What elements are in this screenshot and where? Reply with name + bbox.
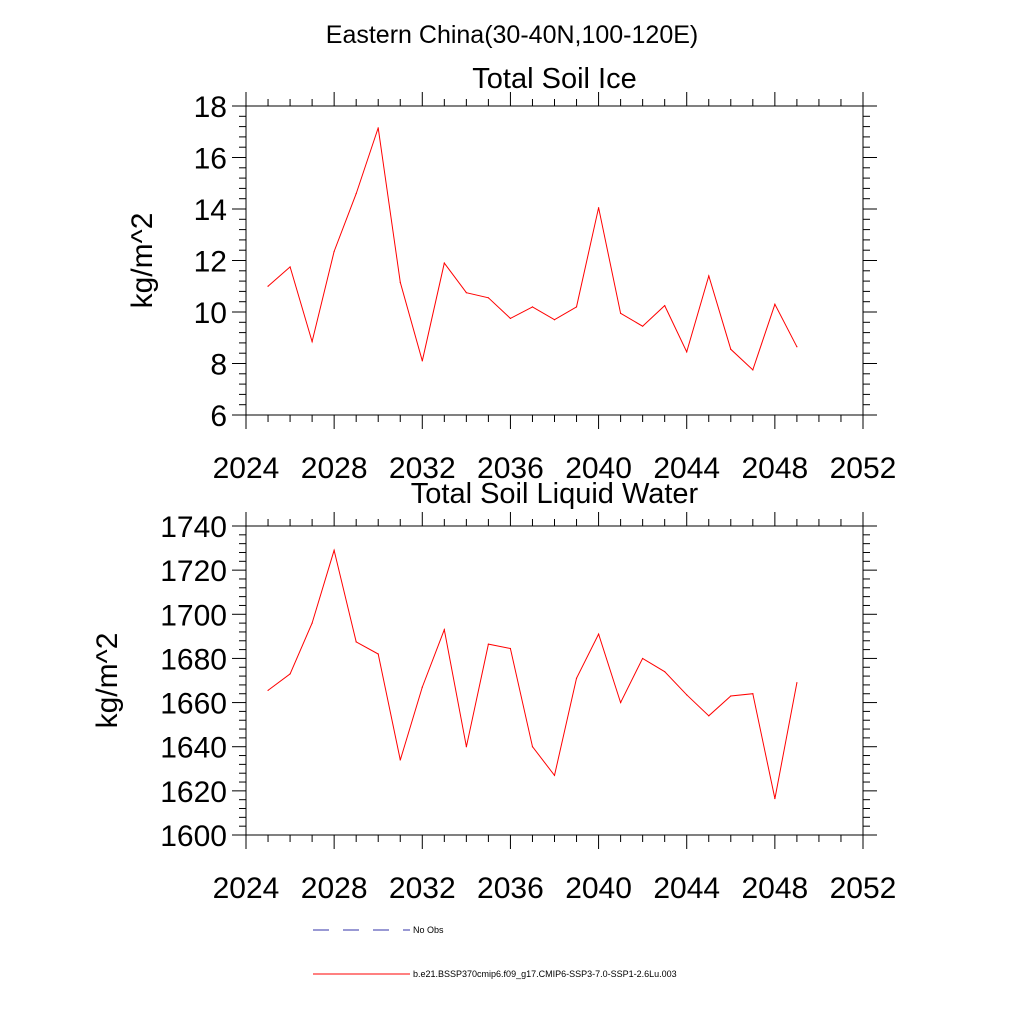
data-point: [752, 693, 754, 695]
x-tick-label: 2036: [477, 872, 544, 905]
y-tick-label: 18: [194, 91, 227, 124]
y-tick-label: 16: [194, 143, 227, 176]
data-point: [289, 266, 291, 268]
data-point: [531, 306, 534, 308]
x-tick-label: 2036: [477, 452, 544, 485]
data-point: [730, 348, 732, 350]
y-tick-label: 1740: [160, 511, 227, 544]
legend-series-label: b.e21.BSSP370cmip6.f09_g17.CMIP6-SSP3-7.…: [413, 969, 677, 979]
y-tick-label: 12: [194, 246, 227, 279]
panel-total-soil-ice: Total Soil Ice 2024 2028 2032 2036 2040 2044 20…: [126, 63, 896, 485]
chart-title: Total Soil Liquid Water: [411, 478, 699, 510]
data-point: [509, 317, 512, 320]
data-point: [465, 746, 467, 748]
x-tick-label: 2048: [741, 452, 808, 485]
y-tick-label: 6: [210, 400, 227, 433]
data-point: [553, 774, 556, 777]
data-point: [487, 643, 489, 645]
y-axis-label: kg/m^2: [91, 633, 124, 729]
data-point: [752, 369, 754, 371]
data-point: [774, 303, 776, 305]
series-line: [267, 548, 798, 799]
data-point: [664, 304, 666, 307]
data-point: [333, 549, 335, 551]
chart-title: Total Soil Ice: [472, 63, 636, 95]
y-tick-label: 1600: [160, 820, 227, 853]
data-point: [597, 207, 600, 209]
legend-no-obs-label: No Obs: [413, 925, 444, 935]
x-tick-label: 2040: [565, 872, 632, 905]
y-tick-label: 10: [194, 297, 227, 330]
y-axis-label: kg/m^2: [126, 213, 159, 309]
panel-total-soil-liquid-water: Total Soil Liquid Water 2024 2028 2032 2036 2…: [91, 478, 896, 905]
y-tick-label: 14: [194, 194, 227, 227]
data-point: [575, 677, 578, 679]
data-point: [399, 759, 401, 761]
x-tick-label: 2032: [389, 872, 456, 905]
x-tick-label: 2044: [653, 452, 720, 485]
data-point: [664, 671, 666, 673]
x-tick-label: 2024: [213, 872, 280, 905]
y-tick-label: 1640: [160, 732, 227, 765]
data-point: [487, 297, 489, 299]
data-point: [333, 250, 335, 253]
data-point: [289, 673, 291, 675]
series-line: [267, 127, 798, 371]
data-point: [730, 695, 732, 697]
data-point: [509, 647, 512, 650]
data-point: [355, 641, 357, 643]
data-point: [686, 351, 688, 353]
x-tick-label: 2044: [653, 872, 720, 905]
data-point: [355, 192, 357, 195]
data-point: [399, 281, 401, 283]
data-point: [267, 689, 269, 692]
x-tick-label: 2032: [389, 452, 456, 485]
x-tick-label: 2052: [830, 872, 897, 905]
data-point: [642, 325, 644, 327]
data-point: [620, 701, 622, 704]
y-tick-label: 1620: [160, 776, 227, 809]
data-point: [443, 629, 445, 631]
data-point: [443, 262, 445, 264]
data-point: [377, 653, 379, 655]
data-point: [531, 746, 534, 748]
x-tick-label: 2040: [565, 452, 632, 485]
legend: No Obs b.e21.BSSP370cmip6.f09_g17.CMIP6-…: [313, 925, 677, 979]
data-point: [597, 633, 600, 635]
data-point: [377, 127, 379, 129]
x-tick-label: 2052: [830, 452, 897, 485]
y-tick-label: 1720: [160, 555, 227, 588]
data-point: [465, 292, 467, 294]
data-point: [620, 312, 622, 314]
x-tick-label: 2024: [213, 452, 280, 485]
data-point: [553, 319, 556, 321]
data-point: [267, 285, 269, 287]
data-point: [421, 360, 423, 362]
data-point: [774, 797, 776, 800]
data-point: [796, 682, 798, 684]
x-tick-label: 2048: [741, 872, 808, 905]
data-point: [708, 275, 710, 277]
data-point: [311, 341, 313, 343]
x-tick-label: 2028: [301, 452, 368, 485]
data-point: [796, 346, 798, 348]
data-point: [311, 622, 313, 624]
y-tick-label: 1680: [160, 643, 227, 676]
data-point: [708, 715, 710, 717]
figure-title: Eastern China(30-40N,100-120E): [326, 21, 698, 49]
plot-frame: [245, 525, 864, 836]
y-tick-label: 1700: [160, 599, 227, 632]
y-tick-label: 1660: [160, 688, 227, 721]
x-tick-label: 2028: [301, 872, 368, 905]
data-point: [421, 686, 423, 688]
y-tick-label: 8: [210, 349, 227, 382]
data-point: [642, 657, 644, 660]
data-point: [575, 306, 578, 308]
plot-frame: [245, 105, 864, 416]
data-point: [686, 694, 688, 696]
